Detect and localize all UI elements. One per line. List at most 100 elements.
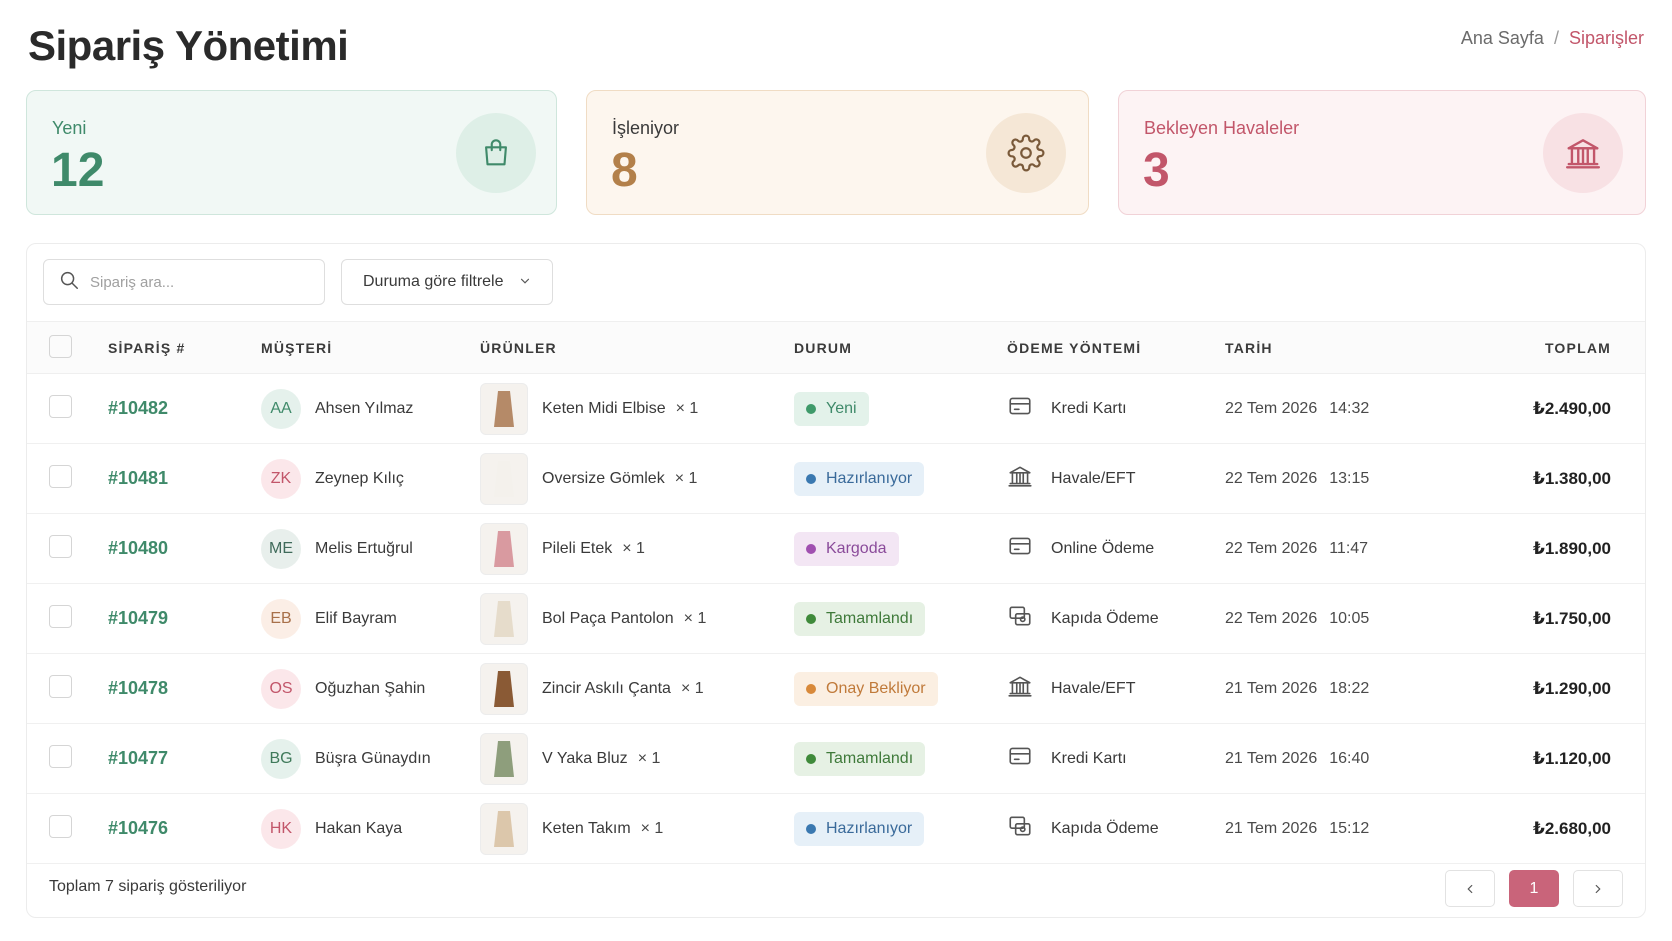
customer-cell: EB Elif Bayram: [261, 598, 480, 639]
status-dot: [806, 403, 816, 414]
table-row[interactable]: #10480 ME Melis Ertuğrul Pileli Etek × 1 …: [27, 514, 1645, 584]
payment-method: Kredi Kartı: [1051, 749, 1127, 767]
payment-cell: Online Ödeme: [1007, 533, 1225, 564]
row-checkbox[interactable]: [49, 604, 72, 628]
page-title: Sipariş Yönetimi: [28, 22, 349, 69]
table-row[interactable]: #10478 OS Oğuzhan Şahin Zincir Askılı Ça…: [27, 654, 1645, 724]
row-checkbox[interactable]: [49, 464, 72, 488]
product-name: Pileli Etek: [542, 539, 613, 557]
breadcrumb-home[interactable]: Ana Sayfa: [1460, 28, 1544, 48]
column-header-payment[interactable]: ÖDEME YÖNTEMİ: [1007, 339, 1142, 356]
order-time: 18:22: [1329, 679, 1370, 697]
status-dot: [806, 683, 816, 694]
pagination: 1: [1445, 870, 1623, 907]
product-cell: Pileli Etek × 1: [480, 522, 794, 575]
column-header-status[interactable]: DURUM: [794, 339, 853, 356]
status-badge: Hazırlanıyor: [794, 461, 925, 496]
order-date: 21 Tem 2026: [1225, 749, 1318, 767]
table-row[interactable]: #10477 BG Büşra Günaydın V Yaka Bluz × 1 …: [27, 724, 1645, 794]
chevron-right-icon: [1595, 884, 1601, 893]
order-time: 15:12: [1329, 819, 1370, 837]
customer-cell: ME Melis Ertuğrul: [261, 528, 480, 569]
product-name: V Yaka Bluz: [542, 749, 628, 767]
order-id-link[interactable]: #10481: [108, 468, 169, 488]
chevron-left-icon: [1467, 884, 1473, 893]
previous-page-button[interactable]: [1445, 870, 1495, 907]
table-footer: Toplam 7 sipariş gösteriliyor 1: [27, 857, 1645, 917]
order-time: 13:15: [1329, 469, 1370, 487]
order-id-link[interactable]: #10478: [108, 678, 169, 698]
status-label: Hazırlanıyor: [826, 819, 913, 837]
table-row[interactable]: #10482 AA Ahsen Yılmaz Keten Midi Elbise…: [27, 374, 1645, 444]
bank-icon: [1543, 113, 1623, 193]
order-total: ₺2.490,00: [1532, 398, 1611, 418]
customer-cell: AA Ahsen Yılmaz: [261, 388, 480, 429]
cash-on-delivery-icon: [1007, 603, 1033, 634]
order-id-link[interactable]: #10476: [108, 818, 169, 838]
stat-card-processing: İşleniyor 8: [586, 90, 1089, 215]
customer-cell: ZK Zeynep Kılıç: [261, 458, 480, 499]
order-date: 22 Tem 2026: [1225, 609, 1318, 627]
row-checkbox[interactable]: [49, 394, 72, 418]
row-checkbox[interactable]: [49, 744, 72, 768]
search-input[interactable]: [90, 273, 310, 291]
order-time: 10:05: [1329, 609, 1370, 627]
column-header-total[interactable]: TOPLAM: [1544, 339, 1611, 356]
next-page-button[interactable]: [1573, 870, 1623, 907]
product-thumbnail: [480, 452, 528, 505]
status-label: Onay Bekliyor: [826, 679, 926, 697]
search-box[interactable]: [43, 259, 325, 305]
order-total: ₺1.750,00: [1532, 608, 1611, 628]
status-filter-dropdown[interactable]: Duruma göre filtrele: [341, 259, 553, 305]
status-dot: [806, 823, 816, 834]
column-header-order[interactable]: SİPARİŞ #: [108, 339, 186, 356]
order-id-link[interactable]: #10480: [108, 538, 169, 558]
avatar: ZK: [261, 458, 301, 499]
stat-value: 12: [51, 144, 105, 197]
chevron-down-icon: [518, 274, 532, 293]
customer-name: Melis Ertuğrul: [315, 539, 413, 557]
avatar: EB: [261, 598, 301, 639]
order-date: 22 Tem 2026: [1225, 399, 1318, 417]
stat-card-pending-transfers: Bekleyen Havaleler 3: [1118, 90, 1646, 215]
row-checkbox[interactable]: [49, 814, 72, 838]
stat-label: İşleniyor: [612, 118, 680, 138]
select-all-checkbox[interactable]: [49, 334, 72, 358]
status-badge: Tamamlandı: [794, 741, 926, 776]
product-name: Keten Takım: [542, 819, 631, 837]
avatar: ME: [261, 528, 301, 569]
status-badge: Hazırlanıyor: [794, 811, 925, 846]
payment-method: Kapıda Ödeme: [1051, 609, 1159, 627]
table-row[interactable]: #10476 HK Hakan Kaya Keten Takım × 1 Hazı…: [27, 794, 1645, 864]
order-time: 11:47: [1329, 539, 1369, 557]
page-button-current[interactable]: 1: [1509, 870, 1559, 907]
product-quantity: × 1: [622, 539, 645, 557]
order-id-link[interactable]: #10482: [108, 398, 169, 418]
orders-toolbar: Duruma göre filtrele: [27, 244, 1645, 321]
status-filter-label: Duruma göre filtrele: [363, 273, 504, 290]
customer-name: Elif Bayram: [315, 609, 397, 627]
row-checkbox[interactable]: [49, 534, 72, 558]
column-header-customer[interactable]: MÜŞTERİ: [261, 339, 333, 356]
table-row[interactable]: #10481 ZK Zeynep Kılıç Oversize Gömlek × …: [27, 444, 1645, 514]
table-row[interactable]: #10479 EB Elif Bayram Bol Paça Pantolon ×…: [27, 584, 1645, 654]
stat-label: Yeni: [52, 118, 87, 138]
credit-card-icon: [1007, 533, 1033, 564]
product-quantity: × 1: [640, 819, 664, 837]
breadcrumb-current: Siparişler: [1568, 28, 1644, 48]
cash-on-delivery-icon: [1007, 813, 1033, 844]
column-header-products[interactable]: ÜRÜNLER: [480, 339, 557, 356]
order-total: ₺2.680,00: [1532, 818, 1611, 838]
order-id-link[interactable]: #10477: [108, 748, 169, 768]
customer-name: Ahsen Yılmaz: [315, 399, 414, 417]
product-cell: Zincir Askılı Çanta × 1: [480, 662, 794, 715]
column-header-date[interactable]: TARİH: [1225, 339, 1273, 356]
row-checkbox[interactable]: [49, 674, 72, 698]
status-dot: [806, 543, 816, 554]
order-id-link[interactable]: #10479: [108, 608, 169, 628]
customer-name: Oğuzhan Şahin: [315, 679, 426, 697]
product-thumbnail: [480, 382, 528, 435]
order-date: 21 Tem 2026: [1225, 679, 1318, 697]
status-label: Yeni: [826, 399, 857, 417]
product-thumbnail: [480, 662, 528, 715]
